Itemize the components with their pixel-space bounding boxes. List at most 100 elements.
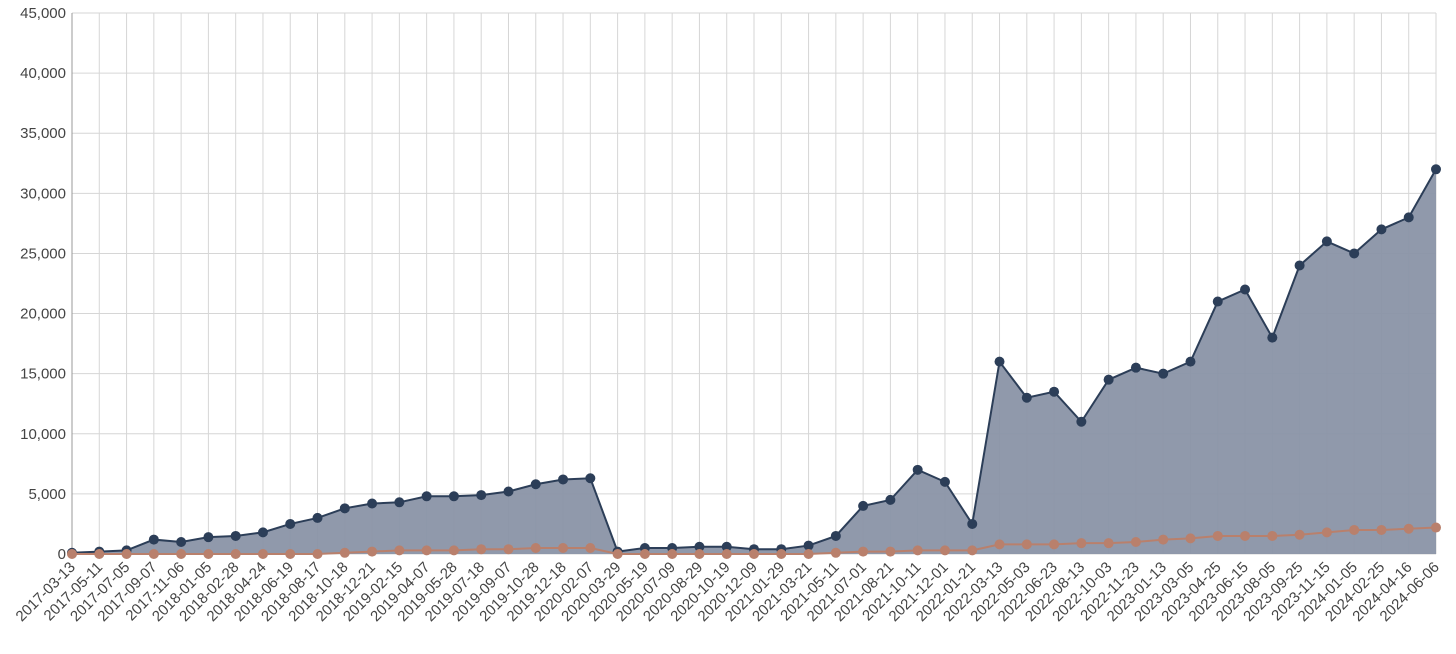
data-point	[1103, 538, 1114, 549]
data-point	[176, 549, 187, 559]
data-point	[558, 474, 569, 485]
data-point	[994, 539, 1005, 550]
data-point	[257, 527, 268, 538]
data-point	[830, 530, 841, 541]
data-point	[367, 546, 378, 557]
data-point	[1021, 539, 1032, 550]
data-point	[694, 541, 705, 552]
data-point	[285, 518, 296, 529]
data-point	[421, 491, 432, 502]
data-point	[1049, 539, 1060, 550]
data-point	[1294, 260, 1305, 271]
data-point	[148, 534, 159, 545]
data-point	[885, 546, 896, 557]
data-point	[1431, 522, 1441, 533]
data-point	[858, 500, 869, 511]
data-point	[67, 549, 77, 559]
data-point	[448, 491, 459, 502]
data-point	[1130, 362, 1141, 373]
data-point	[1158, 534, 1169, 545]
data-point	[721, 549, 732, 559]
data-point	[1103, 374, 1114, 385]
data-point	[585, 542, 596, 553]
data-point	[476, 490, 487, 501]
data-point	[503, 486, 514, 497]
data-point	[1376, 224, 1387, 235]
data-point	[367, 498, 378, 509]
data-point	[667, 549, 678, 559]
y-tick-label: 5,000	[28, 486, 66, 503]
data-point	[1049, 386, 1060, 397]
y-tick-label: 0	[58, 546, 66, 563]
data-point	[312, 549, 323, 559]
data-point	[1240, 284, 1251, 295]
data-point	[203, 549, 214, 559]
data-point	[94, 549, 105, 559]
data-point	[1158, 368, 1169, 379]
data-point	[503, 544, 514, 555]
data-point	[148, 549, 159, 559]
data-point	[803, 540, 814, 551]
data-point	[639, 549, 650, 559]
data-point	[448, 545, 459, 556]
y-tick-label: 15,000	[20, 366, 66, 383]
y-tick-label: 30,000	[20, 185, 66, 202]
data-point	[230, 530, 241, 541]
data-point	[121, 549, 132, 559]
data-point	[1321, 527, 1332, 538]
data-point	[203, 532, 214, 543]
y-tick-label: 10,000	[20, 426, 66, 443]
data-point	[830, 547, 841, 558]
data-point	[994, 356, 1005, 367]
data-point	[176, 536, 187, 547]
data-point	[694, 549, 705, 559]
data-point	[394, 545, 405, 556]
data-point	[1076, 538, 1087, 549]
y-tick-label: 40,000	[20, 65, 66, 82]
data-point	[1376, 524, 1387, 535]
data-point	[1130, 536, 1141, 547]
data-point	[858, 546, 869, 557]
data-point	[1021, 392, 1032, 403]
data-point	[885, 494, 896, 505]
data-point	[421, 545, 432, 556]
y-tick-label: 25,000	[20, 245, 66, 262]
data-point	[1294, 529, 1305, 540]
y-tick-label: 35,000	[20, 125, 66, 142]
data-point	[285, 549, 296, 559]
data-point	[776, 549, 787, 559]
data-point	[312, 512, 323, 523]
data-point	[530, 542, 541, 553]
data-point	[967, 518, 978, 529]
data-point	[1076, 416, 1087, 427]
data-point	[612, 549, 623, 559]
data-point	[912, 464, 923, 475]
data-point	[803, 549, 814, 559]
y-tick-label: 20,000	[20, 306, 66, 323]
data-point	[585, 473, 596, 484]
data-point	[530, 479, 541, 490]
data-point	[749, 549, 759, 559]
data-point	[1240, 530, 1251, 541]
y-tick-label: 45,000	[20, 5, 66, 22]
data-point	[1267, 332, 1278, 343]
data-point	[1403, 523, 1414, 534]
data-point	[1349, 524, 1360, 535]
data-point	[476, 544, 487, 555]
data-point	[230, 549, 241, 559]
data-point	[939, 545, 950, 556]
data-point	[1185, 533, 1196, 544]
data-point	[1431, 164, 1441, 175]
data-point	[339, 503, 350, 514]
data-point	[394, 497, 405, 508]
data-point	[1267, 530, 1278, 541]
data-point	[339, 547, 350, 558]
data-point	[912, 545, 923, 556]
data-point	[1349, 248, 1360, 259]
data-point	[1212, 296, 1223, 307]
data-point	[558, 542, 569, 553]
data-point	[1185, 356, 1196, 367]
data-point	[967, 545, 978, 556]
data-point	[1212, 530, 1223, 541]
